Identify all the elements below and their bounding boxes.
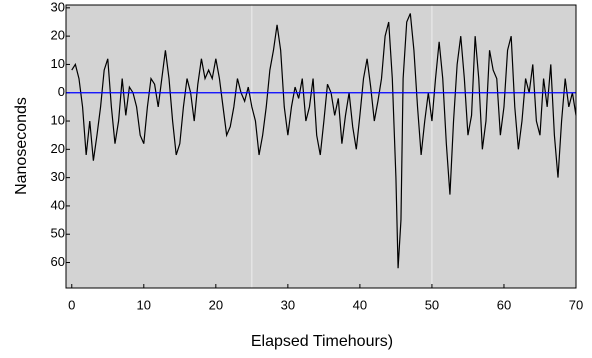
x-tick-label: 70 [569,297,583,312]
data-line [71,13,577,269]
x-axis-label: Elapsed Timehours) [251,333,393,350]
y-axis-label: Nanoseconds [13,97,30,195]
y-tick-label: 30 [51,0,65,14]
y-tick-label: 10 [51,56,65,71]
y-tick-label: 0 [58,84,65,99]
x-tick-label: 10 [137,297,151,312]
y-tick-label: 40 [51,197,65,212]
x-tick-label: 0 [68,297,75,312]
y-tick-label: 60 [51,254,65,269]
y-tick-label: 10 [51,112,65,127]
x-tick-label: 40 [353,297,367,312]
x-tick-label: 50 [425,297,439,312]
y-tick-label: 30 [51,169,65,184]
x-tick-label: 30 [281,297,295,312]
x-tick-label: 20 [209,297,223,312]
y-tick-label: 20 [51,28,65,43]
y-tick-label: 20 [51,141,65,156]
x-tick-label: 60 [497,297,511,312]
plot-border [65,4,577,289]
y-tick-label: 50 [51,226,65,241]
